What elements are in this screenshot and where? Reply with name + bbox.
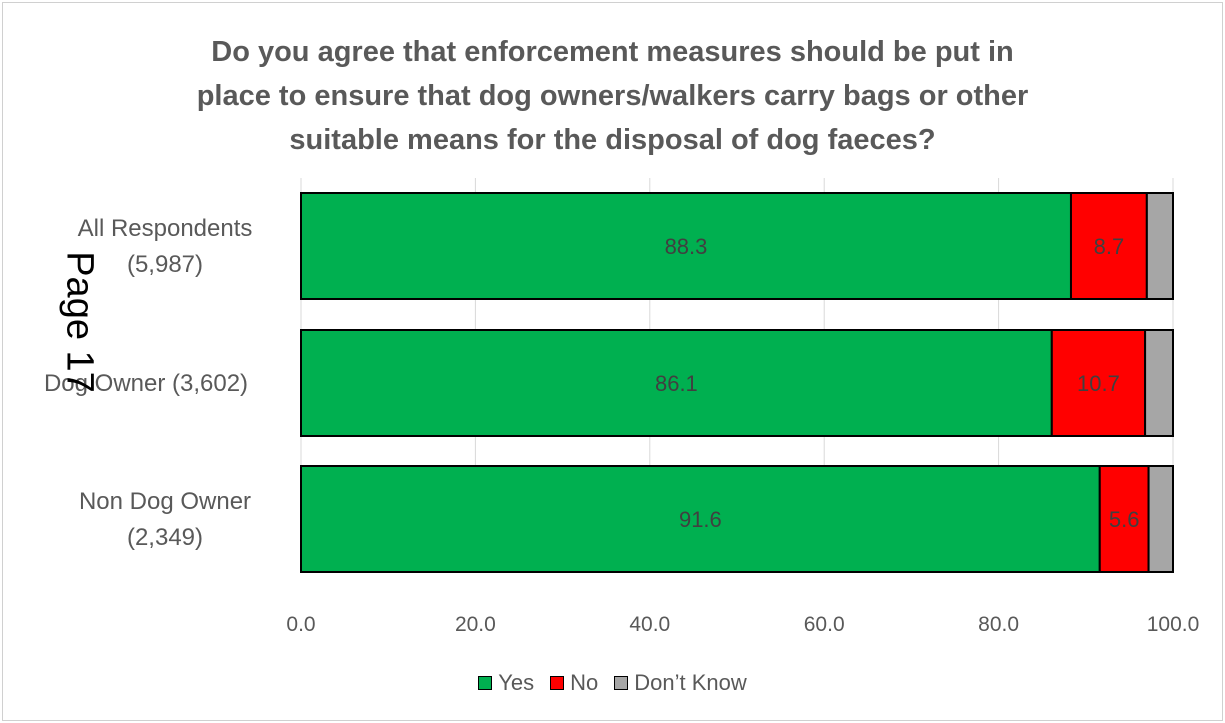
- legend-label-yes: Yes: [498, 670, 534, 696]
- x-tick-label: 0.0: [286, 613, 315, 636]
- legend-item-dont-know: Don’t Know: [614, 670, 747, 696]
- category-label: (2,349): [127, 524, 203, 551]
- data-label: 10.7: [1077, 371, 1120, 396]
- x-tick-label: 100.0: [1147, 613, 1200, 636]
- data-label: 91.6: [679, 507, 722, 532]
- legend-item-no: No: [550, 670, 598, 696]
- bar-don-t-know: [1149, 466, 1173, 572]
- chart-legend: Yes No Don’t Know: [0, 670, 1225, 696]
- category-label: (5,987): [127, 251, 203, 278]
- legend-swatch-yes: [478, 676, 492, 690]
- bar-don-t-know: [1147, 193, 1173, 299]
- data-label: 88.3: [665, 234, 708, 259]
- x-tick-label: 60.0: [804, 613, 845, 636]
- page-stamp: Page 17: [58, 251, 101, 393]
- legend-item-yes: Yes: [478, 670, 534, 696]
- x-tick-label: 80.0: [978, 613, 1019, 636]
- legend-label-no: No: [570, 670, 598, 696]
- bar-don-t-know: [1145, 330, 1173, 436]
- category-label: Non Dog Owner: [79, 488, 251, 515]
- legend-label-dont-know: Don’t Know: [634, 670, 747, 696]
- legend-swatch-no: [550, 676, 564, 690]
- category-label: All Respondents: [78, 215, 253, 242]
- data-label: 86.1: [655, 371, 698, 396]
- legend-swatch-dont-know: [614, 676, 628, 690]
- x-tick-label: 40.0: [629, 613, 670, 636]
- x-tick-label: 20.0: [455, 613, 496, 636]
- data-label: 8.7: [1094, 234, 1125, 259]
- data-label: 5.6: [1109, 507, 1140, 532]
